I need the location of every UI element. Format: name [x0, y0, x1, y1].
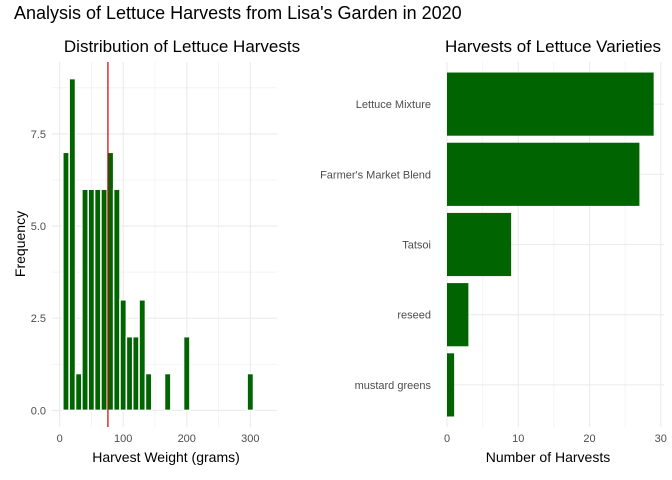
bar-chart-category-label: mustard greens [355, 380, 432, 392]
histogram-x-tick-label: 100 [114, 433, 132, 445]
histogram-title: Distribution of Lettuce Harvests [64, 37, 300, 56]
histogram-bars [62, 77, 255, 412]
bar-chart-x-tick-labels: 0 10 20 30 [444, 433, 667, 445]
histogram-bar [81, 188, 89, 412]
bar-chart-category-label: Tatsoi [402, 240, 431, 252]
histogram-y-tick-labels: 0.0 2.5 5.0 7.5 [31, 129, 46, 418]
histogram-x-tick-label: 0 [57, 433, 63, 445]
histogram-bar [100, 188, 109, 412]
histogram-x-tick-label: 300 [241, 433, 259, 445]
bar-chart-x-axis-title: Number of Harvests [486, 449, 610, 465]
histogram-x-tick-label: 200 [178, 433, 196, 445]
bar-chart-bar [447, 72, 654, 136]
histogram-bar [182, 335, 191, 412]
histogram-bar [246, 372, 255, 412]
bar-chart-bars [447, 72, 654, 417]
bar-chart-category-label: reseed [397, 310, 431, 322]
histogram-bar [144, 372, 153, 412]
bar-chart-category-labels: Lettuce Mixture Farmer's Market Blend Tats… [320, 99, 431, 392]
bar-chart-category-label: Farmer's Market Blend [320, 169, 431, 181]
histogram-bar [125, 335, 134, 412]
bar-chart-bar [447, 142, 640, 206]
page-title: Analysis of Lettuce Harvests from Lisa's… [14, 3, 462, 23]
histogram-y-tick-label: 2.5 [31, 313, 46, 325]
histogram-bar [163, 372, 172, 412]
histogram-bar [112, 188, 121, 412]
histogram-bar [93, 188, 102, 412]
bar-chart-bar [447, 353, 455, 417]
bar-chart-x-tick-label: 30 [655, 433, 667, 445]
histogram-x-tick-labels: 0 100 200 300 [57, 433, 260, 445]
histogram-bar [131, 335, 140, 412]
bar-chart-x-tick-label: 10 [512, 433, 524, 445]
bar-chart-bar [447, 283, 469, 347]
histogram-y-tick-label: 5.0 [31, 221, 46, 233]
bar-chart-bar [447, 212, 512, 277]
histogram-bar [74, 372, 83, 412]
histogram-bar [87, 188, 96, 412]
histogram-bar [68, 77, 77, 412]
histogram-bar [119, 299, 128, 412]
histogram-y-tick-label: 7.5 [31, 129, 46, 141]
histogram-y-tick-label: 0.0 [31, 405, 46, 417]
bar-chart-x-tick-label: 0 [444, 433, 450, 445]
bar-chart-title: Harvests of Lettuce Varieties [445, 37, 661, 56]
histogram-bar [138, 299, 147, 412]
histogram-x-axis-title: Harvest Weight (grams) [92, 449, 240, 465]
histogram-bar [62, 151, 70, 412]
bar-chart-x-tick-label: 20 [583, 433, 595, 445]
histogram-y-axis-title: Frequency [12, 211, 28, 277]
bar-chart-category-label: Lettuce Mixture [356, 99, 431, 111]
